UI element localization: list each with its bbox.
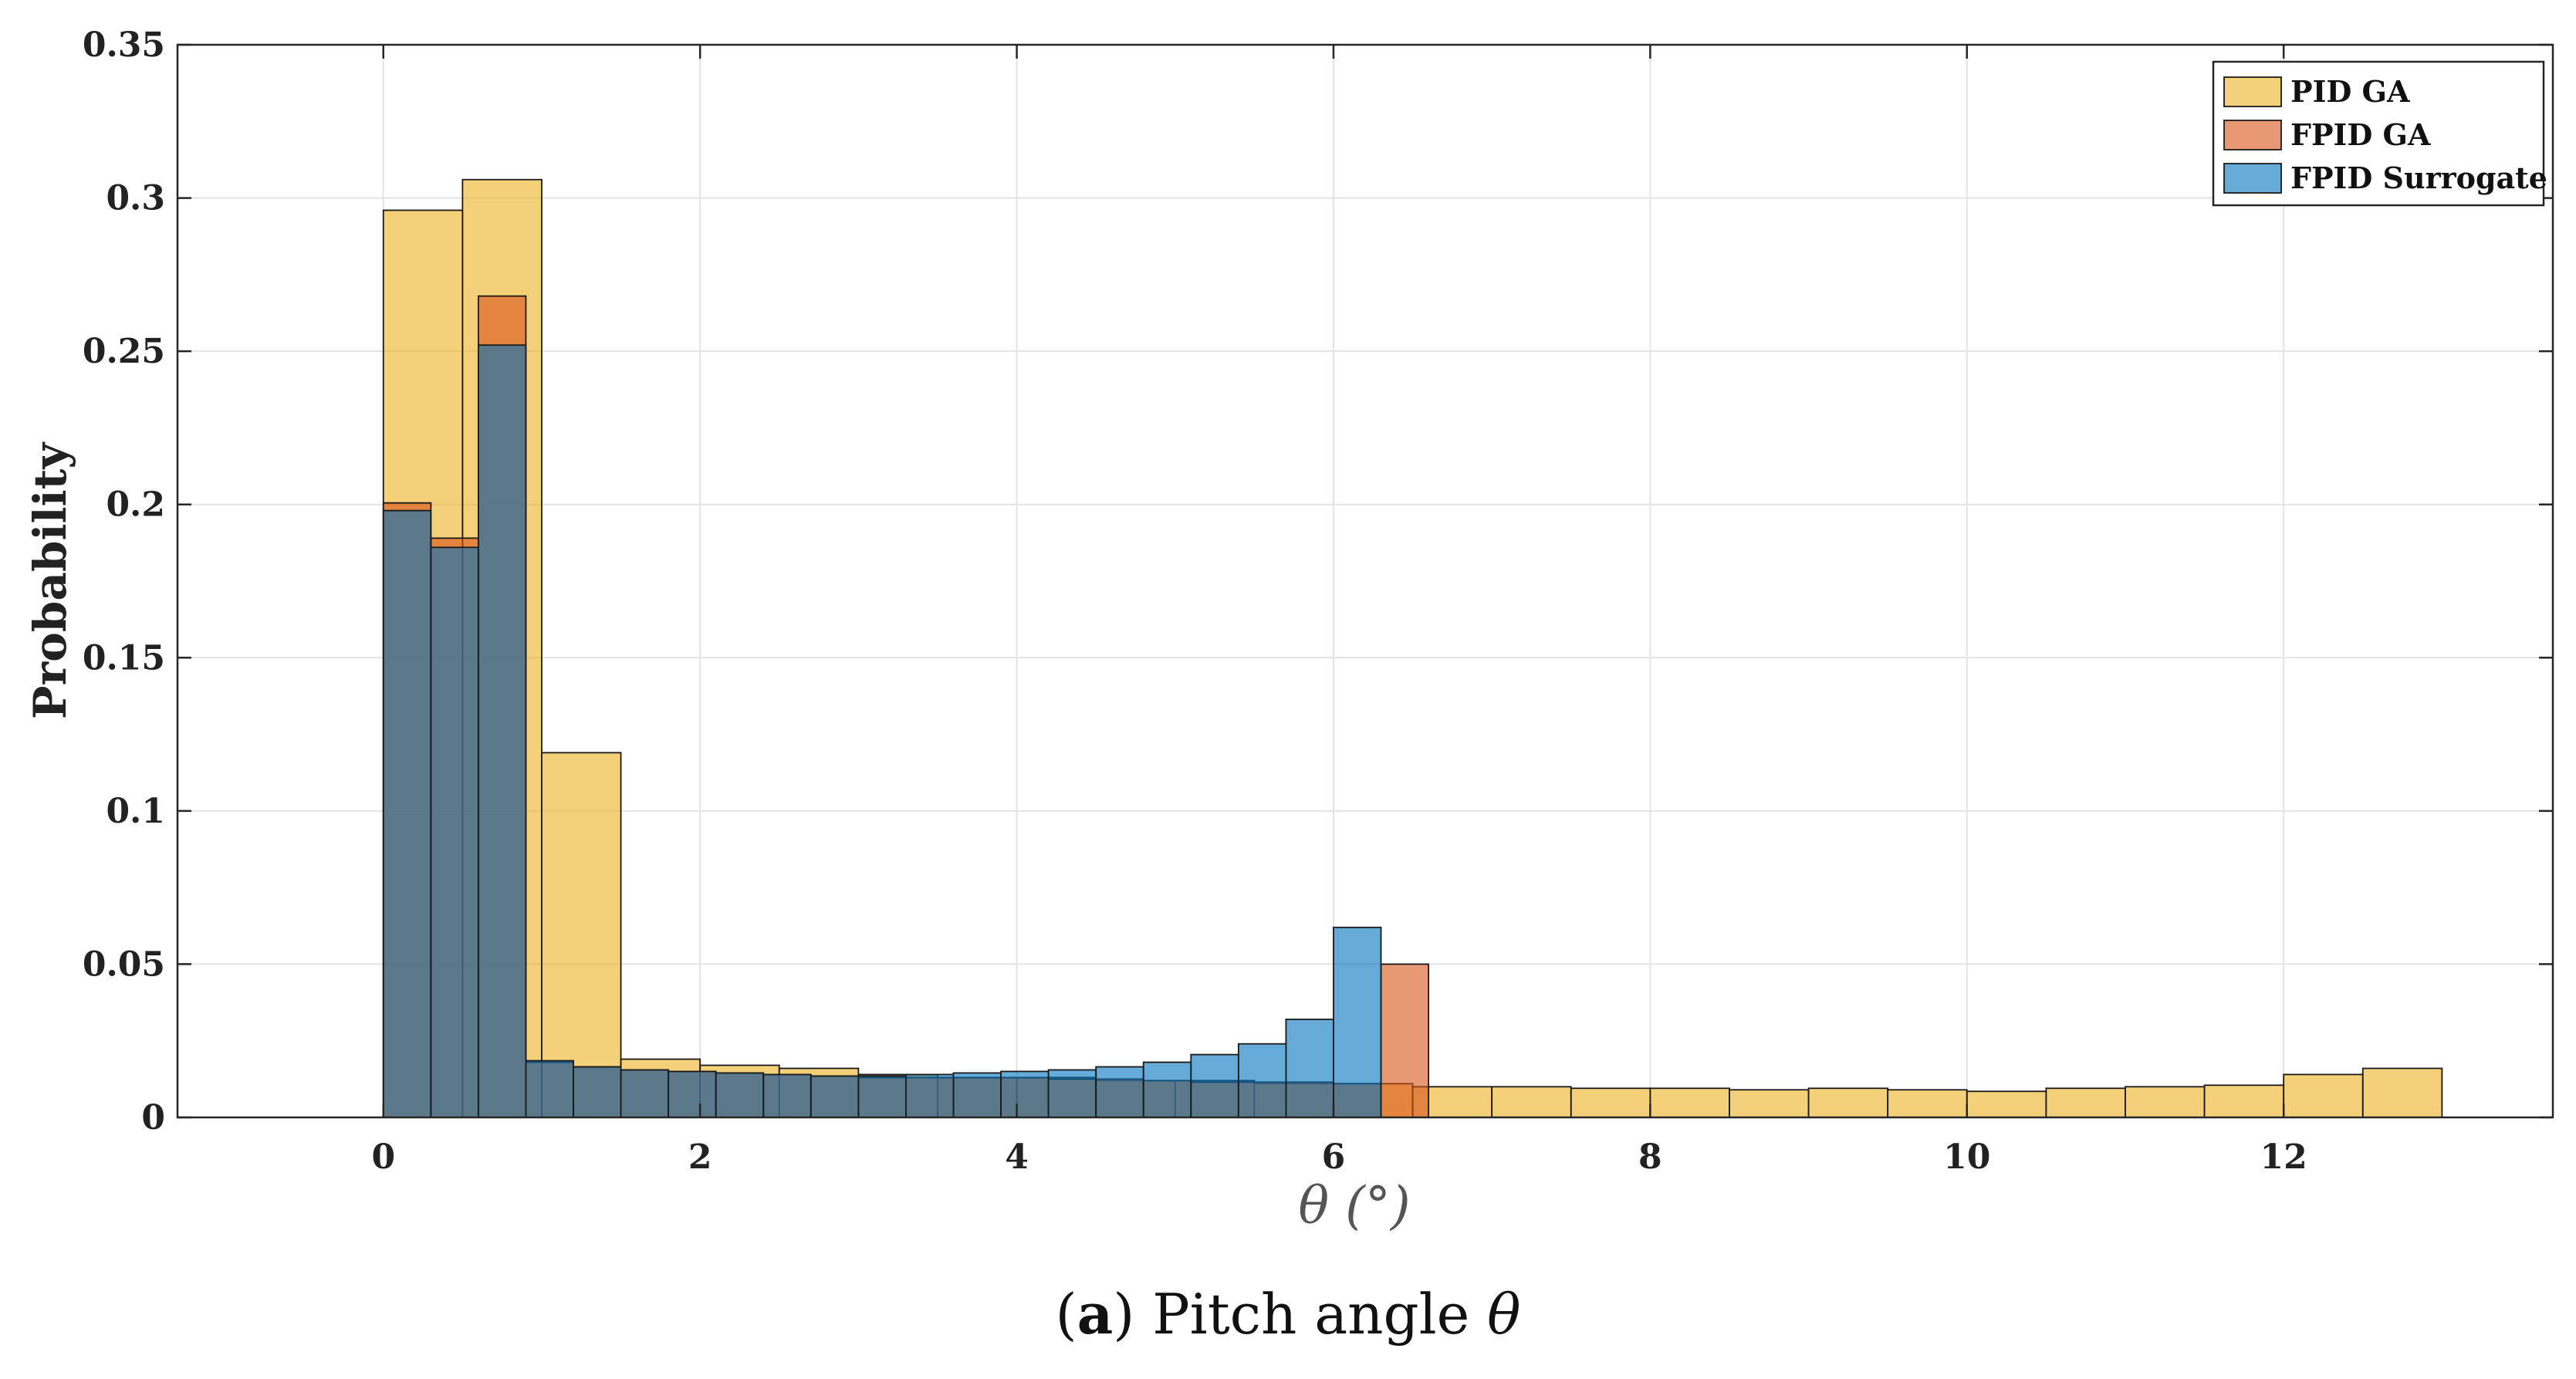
bar-pid-ga [2125,1086,2206,1118]
x-axis-label: θ (°) [1298,1176,1410,1235]
legend-label-pid-ga: PID GA [2290,74,2410,109]
bar-fpid-surrogate [668,1070,717,1118]
bar-fpid-surrogate [1190,1053,1239,1118]
bar-fpid-surrogate [1000,1070,1050,1118]
bar-pid-ga [2045,1087,2126,1118]
bar-fpid-surrogate [382,509,432,1118]
caption-text: ) Pitch angle [1113,1282,1488,1347]
bar-fpid-ga [1380,963,1429,1118]
bar-fpid-surrogate [1237,1043,1287,1118]
x-tick-label: 0 [371,1137,395,1177]
legend-label-fpid-ga: FPID GA [2290,117,2431,152]
y-tick-label: 0.15 [83,638,165,678]
y-tick-label: 0.25 [83,332,165,371]
bar-fpid-surrogate [1333,926,1382,1118]
bar-pid-ga [1729,1089,1810,1118]
y-tick-label: 0.3 [106,179,165,218]
bar-fpid-surrogate [762,1073,812,1118]
bar-fpid-surrogate [1285,1019,1334,1118]
bar-fpid-surrogate [905,1073,955,1118]
x-tick-label: 6 [1322,1137,1346,1177]
x-tick-label: 4 [1005,1137,1029,1177]
bar-pid-ga [1649,1087,1730,1118]
legend-swatch-fpid-surrogate [2223,163,2282,194]
bar-fpid-surrogate [1047,1069,1097,1118]
y-tick-label: 0.1 [106,792,165,831]
axis-ticks: 0 2 4 6 8 10 12 0 0.05 0.1 0.15 0.2 0.25 0.3 0.35 [83,25,2553,1177]
bars [382,178,2443,1118]
bar-pid-ga [1807,1087,1889,1118]
bar-pid-ga [1491,1086,1572,1118]
bar-fpid-surrogate [857,1075,907,1118]
bar-pid-ga [2203,1084,2285,1118]
caption-open: ( [1055,1282,1077,1347]
x-tick-label: 10 [1943,1137,1990,1177]
histogram-chart: 0 2 4 6 8 10 12 0 0.05 0.1 0.15 0.2 0.25 0.3 0.35 Prob… [24,25,2554,1235]
legend-swatch-fpid-ga [2223,120,2282,150]
x-tick-label: 2 [688,1137,712,1177]
bar-pid-ga [2283,1073,2364,1118]
caption-symbol: θ [1487,1282,1521,1347]
legend-swatch-pid-ga [2223,76,2282,107]
x-tick-label: 8 [1638,1137,1662,1177]
bar-fpid-surrogate [810,1075,860,1118]
y-tick-label: 0.05 [83,945,165,984]
y-tick-label: 0 [141,1098,165,1137]
legend-label-fpid-surrogate: FPID Surrogate [2290,161,2547,195]
bar-fpid-surrogate [1095,1066,1144,1118]
bar-fpid-surrogate [715,1072,765,1118]
plot-frame [176,43,2554,1119]
figure-caption: (a) Pitch angle θ [0,1281,2576,1347]
bar-fpid-surrogate [525,1060,574,1118]
bar-fpid-surrogate [477,344,527,1118]
bar-pid-ga [2361,1067,2443,1118]
legend: PID GA FPID GA FPID Surrogate [2212,60,2547,207]
caption-letter: a [1077,1281,1114,1347]
y-tick-label: 0.2 [106,485,165,525]
bar-pid-ga [1570,1087,1651,1118]
bar-fpid-surrogate [1142,1061,1192,1118]
y-axis-label: Probability [24,441,76,719]
y-tick-label: 0.35 [83,25,165,65]
x-tick-label: 12 [2260,1137,2307,1177]
bar-fpid-surrogate [952,1072,1002,1118]
bar-fpid-surrogate [430,546,479,1118]
bar-fpid-surrogate [573,1066,622,1118]
bar-pid-ga [1887,1089,1968,1118]
bar-fpid-surrogate [620,1069,670,1118]
bar-pid-ga [1966,1090,2047,1118]
